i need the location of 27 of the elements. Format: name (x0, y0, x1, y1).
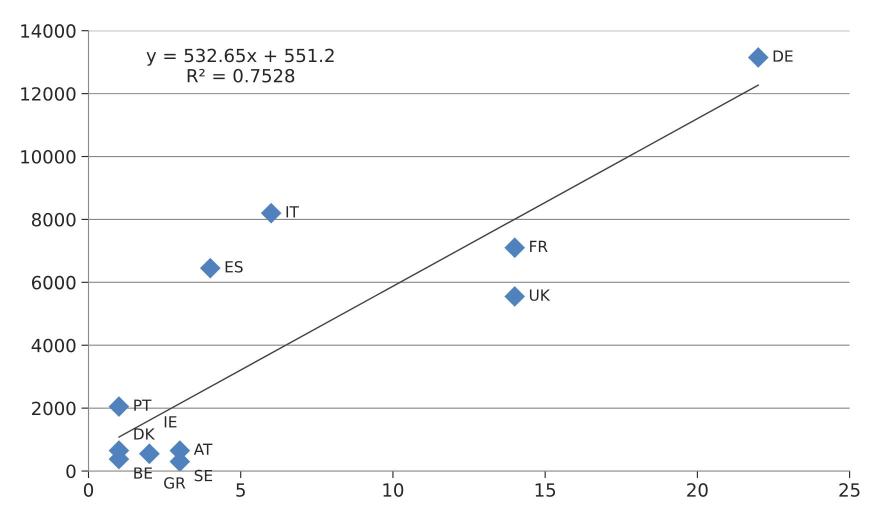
x-tick-label: 25 (839, 483, 860, 497)
annotation: y = 532.65x + 551.2 R² = 0.7528 (146, 48, 334, 83)
y-tick-label: 0 (66, 464, 76, 478)
annotation: GR (164, 477, 186, 489)
y-tick-label: 12000 (21, 87, 76, 101)
annotation: SE (194, 470, 212, 482)
annotation: PT (134, 400, 152, 411)
x-tick-label: 5 (236, 483, 245, 497)
x-tick-label: 10 (383, 483, 404, 497)
annotation: DE (774, 50, 793, 62)
x-tick-label: 0 (84, 483, 94, 497)
annotation: IT (286, 206, 299, 218)
y-tick-label: 6000 (32, 276, 76, 290)
y-tick-label: 8000 (32, 212, 76, 227)
annotation: UK (530, 290, 550, 301)
annotation: BE (134, 467, 152, 479)
annotation: AT (194, 444, 212, 455)
annotation: IE (164, 416, 176, 428)
annotation: ES (226, 261, 243, 273)
y-tick-label: 10000 (21, 150, 76, 164)
y-tick-label: 2000 (32, 402, 76, 416)
annotation: FR (530, 240, 548, 252)
annotation: DK (134, 428, 155, 440)
y-tick-label: 14000 (21, 24, 76, 38)
y-tick-label: 4000 (32, 338, 76, 352)
x-tick-label: 20 (687, 483, 708, 497)
x-tick-label: 15 (536, 483, 556, 497)
